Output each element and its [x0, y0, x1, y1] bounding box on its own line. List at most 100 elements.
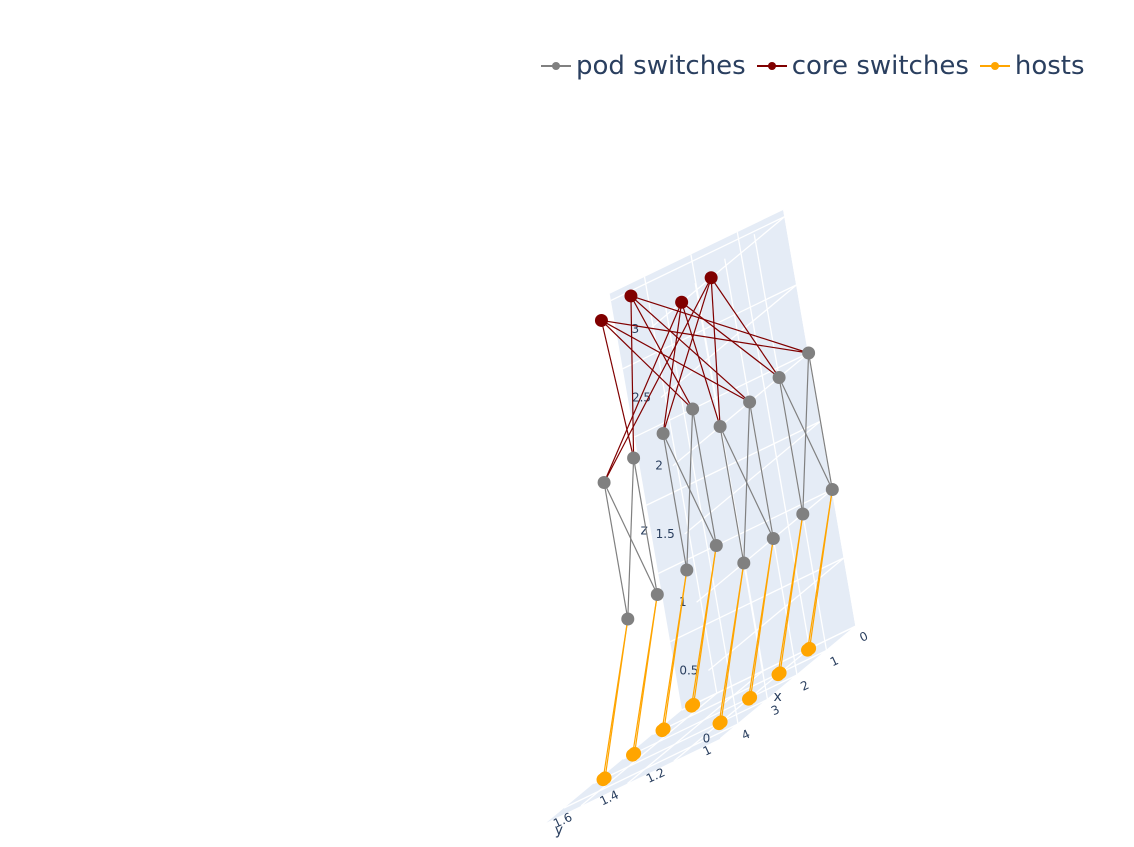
pod-link — [662, 433, 688, 571]
gridline-z-leftwall — [696, 488, 833, 603]
host-point — [596, 773, 610, 787]
core-link — [662, 277, 712, 434]
gridline-z-leftwall — [648, 215, 786, 330]
gridline-x-floor — [563, 723, 739, 809]
host-point — [771, 668, 785, 682]
legend-item-pod-switches[interactable]: pod switches — [540, 51, 746, 81]
core-switch-point — [624, 289, 638, 303]
z-tick-label: 3 — [632, 322, 640, 336]
core-link — [630, 295, 635, 459]
host-links — [602, 489, 833, 780]
pod-switch-point — [597, 476, 611, 489]
pod-link — [662, 433, 717, 546]
gridline-y-floor — [673, 647, 811, 762]
z-axis-title: z — [640, 523, 647, 539]
pod-link — [719, 426, 745, 564]
pod-switch-point — [825, 483, 839, 496]
legend-swatch-hosts-icon — [979, 62, 1010, 70]
pod-switch-point — [709, 539, 723, 552]
pod-link — [749, 401, 774, 539]
pod-switch-point — [650, 588, 664, 601]
host-point — [685, 699, 699, 713]
gridline-z-rightwall — [646, 420, 821, 506]
legend-label-hosts: hosts — [1014, 51, 1085, 81]
pod-switch-point — [656, 427, 670, 440]
core-link — [681, 301, 780, 378]
core-switch-point — [675, 295, 689, 309]
legend-marker-pod — [552, 62, 560, 70]
core-link — [601, 319, 750, 403]
core-switch-point — [704, 271, 718, 285]
host-link — [690, 545, 717, 707]
markers — [594, 271, 839, 787]
host-link — [661, 569, 688, 731]
legend-label-pod-switches: pod switches — [576, 51, 746, 81]
x-tick-label: 0 — [857, 629, 870, 645]
gridline-y-floor — [627, 670, 764, 785]
gridline-z-rightwall — [634, 352, 809, 438]
x-axis-title: x — [773, 689, 781, 705]
host-link — [631, 594, 658, 756]
core-link — [601, 319, 809, 354]
host-point — [801, 643, 815, 657]
core-link — [630, 295, 694, 410]
pod-switch-point — [627, 451, 641, 465]
pod-link — [692, 408, 717, 546]
pod-links — [603, 352, 833, 620]
legend-label-core-switches: core switches — [791, 51, 969, 81]
pod-link — [808, 352, 833, 490]
x-tick-label: 2 — [798, 678, 811, 694]
pod-switch-point — [743, 395, 757, 409]
gridline-y-wall — [736, 231, 811, 649]
legend-swatch-core-switches-icon — [756, 62, 787, 70]
x-tick-label: 1 — [828, 653, 841, 669]
gridline-z-rightwall — [622, 284, 798, 370]
pod-switch-point — [737, 556, 751, 570]
pod-link — [633, 457, 658, 595]
axis-titles: x y z — [555, 523, 782, 839]
z-tick-label: 2 — [655, 459, 663, 473]
pod-link — [603, 482, 658, 595]
x-tick-label: 4 — [739, 727, 752, 743]
pod-switch-point — [802, 346, 816, 360]
gridline-z-leftwall — [660, 284, 798, 398]
gridline-z-leftwall — [672, 352, 810, 467]
pod-switch-point — [796, 507, 810, 521]
y-axis-title: y — [555, 823, 563, 839]
axis-panes — [546, 209, 856, 823]
pod-link — [603, 482, 629, 620]
core-link — [603, 302, 683, 483]
pod-link — [719, 426, 774, 539]
host-link — [806, 489, 833, 651]
host-link — [718, 562, 745, 724]
gridline-y-wall — [690, 254, 764, 671]
legend-item-core-switches[interactable]: core switches — [756, 51, 969, 81]
core-link — [662, 302, 683, 434]
pod-switch-point — [680, 563, 694, 577]
pod-link — [778, 377, 833, 490]
z-tick-label: 0.5 — [679, 663, 698, 677]
gridline-x-floor — [622, 674, 798, 760]
gridline-z-leftwall — [684, 420, 821, 535]
z-tick-label: 0 — [703, 732, 711, 746]
host-link — [777, 513, 804, 675]
pod-switch-point — [713, 420, 727, 433]
host-point — [626, 748, 640, 762]
pod-switch-point — [766, 532, 780, 545]
gridline-z-rightwall — [669, 557, 845, 643]
pod-switch-point — [772, 371, 786, 384]
core-switch-point — [594, 313, 608, 327]
core-link — [710, 277, 721, 427]
core-links — [600, 277, 809, 483]
legend-item-hosts[interactable]: hosts — [979, 51, 1085, 81]
core-link — [630, 295, 809, 354]
gridline-x-floor — [593, 698, 768, 785]
core-link — [630, 295, 750, 403]
z-tick-label: 1.5 — [656, 527, 675, 541]
host-point — [655, 724, 669, 738]
legend-swatch-pod-switches-icon — [541, 62, 571, 70]
host-link — [602, 618, 629, 780]
gridline-z-rightwall — [610, 215, 786, 302]
pod-link — [778, 377, 804, 515]
